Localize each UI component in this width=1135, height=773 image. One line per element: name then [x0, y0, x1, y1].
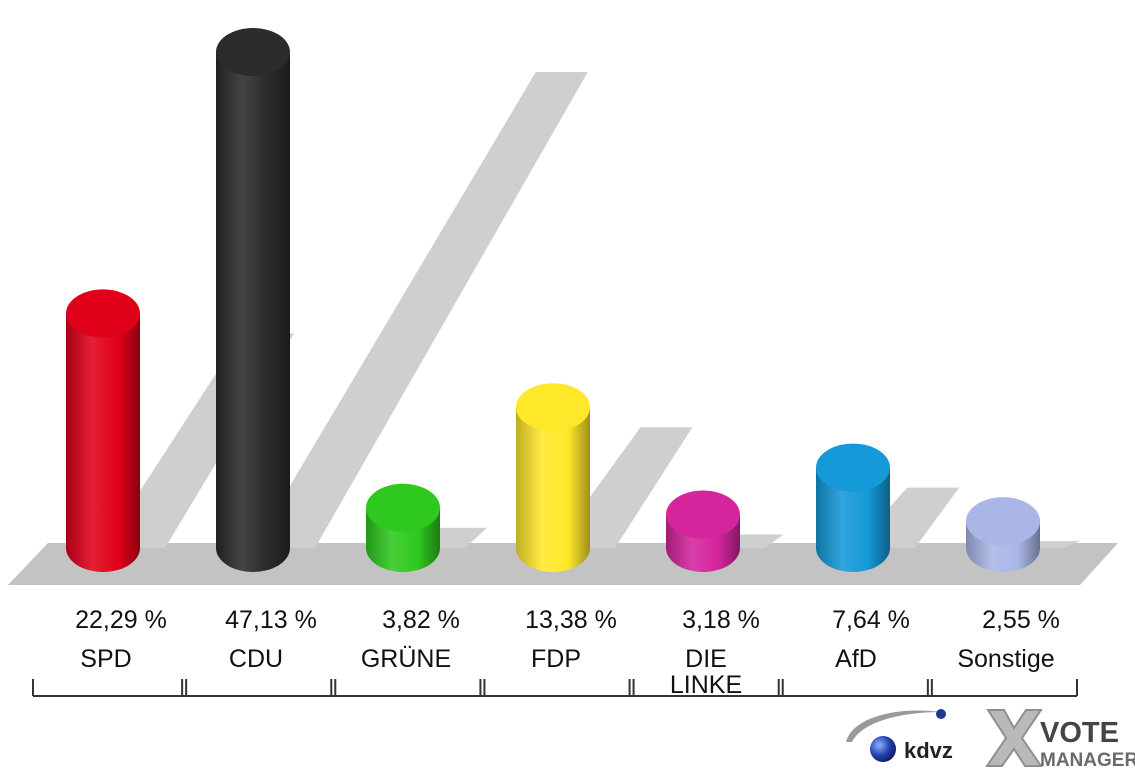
category-label-spd: SPD: [80, 645, 131, 673]
bar-top-spd: [66, 289, 140, 338]
bar-shadow-cdu: [253, 72, 588, 548]
kdvz-logo-text: kdvz: [904, 738, 953, 763]
bar-afd: [816, 467, 890, 572]
category-label-die-linke-line-1: DIE: [685, 645, 727, 673]
value-label-die-linke: 3,18 %: [682, 606, 760, 634]
vote-logo-text: VOTE: [1040, 717, 1119, 749]
bar-fdp: [516, 407, 590, 572]
bar-spd: [66, 313, 140, 572]
value-label-afd: 7,64 %: [832, 606, 910, 634]
value-label-gruene: 3,82 %: [382, 606, 460, 634]
value-label-sonstige: 2,55 %: [982, 606, 1060, 634]
bars: [66, 28, 1040, 572]
labels: 22,29 % SPD 47,13 % CDU 3,82 % GRÜNE 13,38 % FD…: [75, 606, 1060, 699]
bar-cdu: [216, 52, 290, 572]
kdvz-swoosh-icon: [846, 710, 942, 742]
bar-top-cdu: [216, 28, 290, 76]
category-label-afd: AfD: [835, 645, 877, 673]
category-label-cdu: CDU: [229, 645, 283, 673]
bar-top-afd: [816, 443, 890, 492]
bar-top-gruene: [366, 483, 440, 532]
kdvz-small-dot-icon: [936, 709, 946, 719]
bar-top-die-linke: [666, 490, 740, 539]
category-label-die-linke-line-2: LINKE: [670, 671, 742, 699]
kdvz-logo: kdvz: [846, 709, 953, 763]
category-label-fdp: FDP: [531, 645, 581, 673]
kdvz-globe-icon: [870, 736, 896, 762]
value-label-fdp: 13,38 %: [525, 606, 617, 634]
category-label-gruene: GRÜNE: [361, 645, 451, 673]
bar-top-sonstige: [966, 497, 1040, 546]
value-label-spd: 22,29 %: [75, 606, 167, 634]
value-label-cdu: 47,13 %: [225, 606, 317, 634]
bar-top-fdp: [516, 383, 590, 432]
category-axis: [32, 679, 1078, 697]
vote-x-icon: [985, 709, 1043, 767]
category-label-sonstige: Sonstige: [957, 645, 1054, 673]
manager-logo-text: MANAGER: [1040, 750, 1135, 771]
vote-manager-logo: VOTE MANAGER: [985, 709, 1135, 771]
